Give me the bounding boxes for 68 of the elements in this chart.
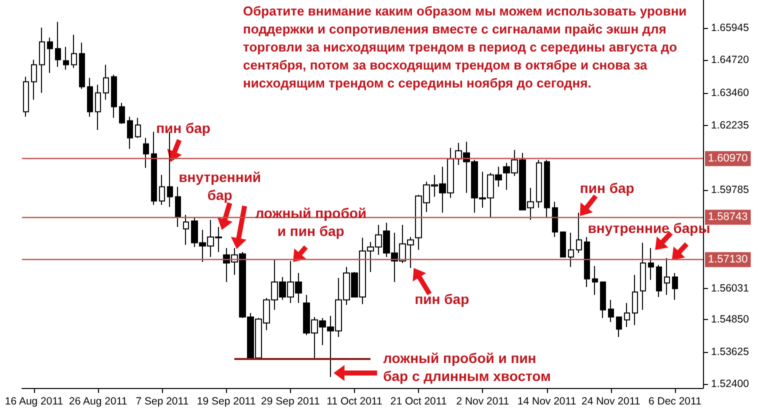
y-tick-label: 1.54850 <box>711 314 750 326</box>
candlestick <box>143 137 149 168</box>
candlestick <box>47 37 53 74</box>
candlestick <box>648 248 654 280</box>
candlestick <box>544 159 550 218</box>
ref-line-label: 1.58743 <box>708 211 748 224</box>
candlestick <box>624 302 630 328</box>
candlestick <box>175 186 181 228</box>
x-tick-label: 24 Nov 2011 <box>581 396 640 408</box>
candlestick <box>79 42 85 90</box>
candlestick <box>55 21 61 68</box>
y-tick-label: 1.59785 <box>711 184 750 196</box>
y-tick-label: 1.62235 <box>711 119 750 132</box>
annotation: пин бар <box>580 180 634 196</box>
candlestick <box>63 46 69 70</box>
candlestick <box>135 117 141 138</box>
candlestick <box>103 64 109 100</box>
candlestick <box>584 236 590 288</box>
x-tick-label: 7 Sep 2011 <box>136 396 189 408</box>
candlestick <box>656 264 662 298</box>
candlestick <box>151 131 157 206</box>
candlestick <box>672 272 678 300</box>
candlestick <box>39 27 45 94</box>
candlestick <box>31 59 37 100</box>
candlestick <box>127 116 133 150</box>
x-tick-label: 26 Aug 2011 <box>69 396 128 408</box>
candlestick <box>159 174 165 206</box>
candlestick <box>640 242 646 310</box>
candlestick <box>536 159 542 208</box>
x-tick-label: 11 Oct 2011 <box>326 396 382 408</box>
x-tick-label: 6 Dec 2011 <box>648 396 702 408</box>
x-tick-label: 29 Sep 2011 <box>261 396 320 408</box>
y-tick-label: 1.52400 <box>711 378 750 390</box>
y-tick-label: 1.64720 <box>711 54 750 66</box>
annotation: пин бар <box>414 291 470 307</box>
y-tick-label: 1.56031 <box>711 282 750 295</box>
candlestick <box>560 232 566 258</box>
x-tick-label: 16 Aug 2011 <box>4 396 64 408</box>
candlestick <box>87 77 93 118</box>
annotation: ложный пробой и пин бар <box>255 205 367 239</box>
candlestick <box>592 265 598 296</box>
candlestick <box>568 232 574 268</box>
candlestick <box>167 131 173 208</box>
x-tick-label: 21 Oct 2011 <box>390 396 447 408</box>
annotation: ложный пробой и пин бар с длинным хвостом <box>383 350 551 384</box>
ref-line-label: 1.57130 <box>708 254 748 266</box>
y-tick-label: 1.63460 <box>711 87 750 100</box>
candlestick <box>608 299 614 322</box>
candlestick <box>616 316 622 338</box>
candlestick <box>183 214 189 246</box>
candlestick <box>576 212 582 254</box>
x-tick-label: 19 Sep 2011 <box>196 396 256 408</box>
candlestick <box>71 34 77 68</box>
annotation: пин бар <box>156 120 210 136</box>
candlestick <box>23 76 29 118</box>
x-tick-label: 2 Nov 2011 <box>456 396 510 408</box>
text: Обратите внимание каким образом мы можем использовать уровни поддержки и сопротивления вместе с сигналами прайс экшн для торговли за нисходящим трендом в период с середины августа до сентября, потом за восходящим трендом в октябре и снова за нисходящим трендом с середины ноября до сегодня. <box>243 4 687 90</box>
y-tick-label: 1.53625 <box>711 346 750 358</box>
ref-line-label: 1.60970 <box>708 152 748 165</box>
candlestick <box>95 84 101 130</box>
candlestick <box>111 74 117 118</box>
candlestick <box>119 102 125 124</box>
y-tick-label: 1.65945 <box>711 22 750 34</box>
candlestick <box>664 258 670 296</box>
candlestick <box>632 274 638 326</box>
x-tick-label: 14 Nov 2011 <box>517 396 576 408</box>
candlestick <box>552 201 558 238</box>
candlestick <box>600 281 606 319</box>
